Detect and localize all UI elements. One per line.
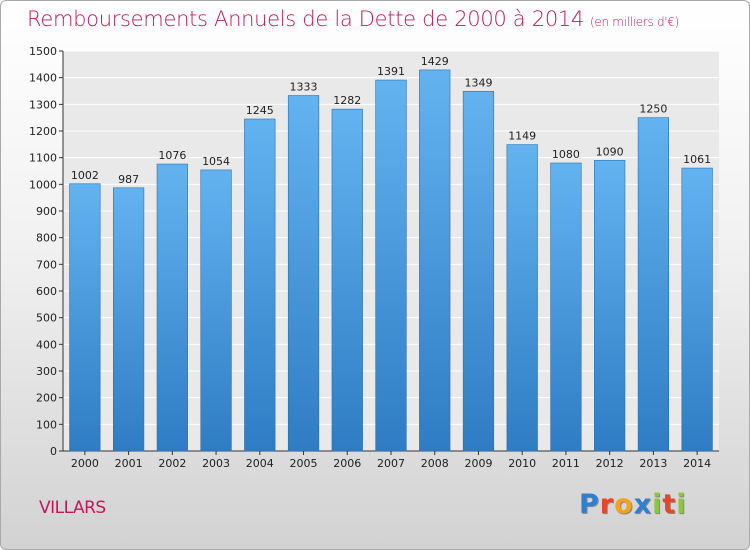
x-tick-label-2002: 2002 xyxy=(158,457,186,470)
bar-2006 xyxy=(331,108,363,452)
logo-letter: P xyxy=(579,489,600,520)
x-tick-label-2013: 2013 xyxy=(639,457,667,470)
y-tick-label: 500 xyxy=(36,312,57,325)
value-label-2009: 1349 xyxy=(464,76,492,89)
bar-2014 xyxy=(681,167,713,452)
bar-2010 xyxy=(506,144,538,452)
bar-2002 xyxy=(156,163,188,452)
y-tick-label: 300 xyxy=(36,365,57,378)
x-tick-label-2003: 2003 xyxy=(202,457,230,470)
x-tick-label-2006: 2006 xyxy=(333,457,361,470)
y-tick-label: 1100 xyxy=(29,152,57,165)
bar-2004 xyxy=(244,118,276,452)
bar-2011 xyxy=(550,162,582,452)
value-label-2010: 1149 xyxy=(508,130,536,143)
bar-2000 xyxy=(69,183,101,452)
logo-letter: x xyxy=(633,489,653,520)
x-tick-label-2004: 2004 xyxy=(246,457,274,470)
bar-2009 xyxy=(462,90,495,452)
logo-letter: i xyxy=(652,489,663,520)
bar-2005 xyxy=(287,95,320,452)
y-tick-label: 700 xyxy=(36,258,57,271)
bar-2013 xyxy=(637,117,670,452)
value-label-2003: 1054 xyxy=(202,155,230,168)
x-tick-label-2007: 2007 xyxy=(377,457,405,470)
y-tick-label: 0 xyxy=(50,445,57,458)
value-label-2002: 1076 xyxy=(158,149,186,162)
value-label-2004: 1245 xyxy=(246,104,274,117)
y-tick-label: 400 xyxy=(36,338,57,351)
x-tick-label-2008: 2008 xyxy=(421,457,449,470)
x-tick-label-2014: 2014 xyxy=(683,457,711,470)
logo-letter: o xyxy=(614,489,634,520)
value-label-2012: 1090 xyxy=(596,145,624,158)
chart-title: Remboursements Annuels de la Dette de 20… xyxy=(27,7,679,31)
value-label-2013: 1250 xyxy=(639,103,667,116)
y-tick-label: 1000 xyxy=(29,178,57,191)
bar-2003 xyxy=(200,169,232,452)
y-tick-label: 600 xyxy=(36,285,57,298)
value-label-2008: 1429 xyxy=(421,55,449,68)
bar-2012 xyxy=(594,160,626,452)
bar-2008 xyxy=(419,69,451,452)
chart-subtitle: (en milliers d'€) xyxy=(590,15,680,29)
value-label-2007: 1391 xyxy=(377,65,405,78)
logo-letter: i xyxy=(676,489,687,520)
y-tick-label: 200 xyxy=(36,392,57,405)
value-label-2014: 1061 xyxy=(683,153,711,166)
bar-2001 xyxy=(112,187,145,452)
x-tick-label-2000: 2000 xyxy=(71,457,99,470)
y-tick-label: 100 xyxy=(36,418,57,431)
value-label-2001: 987 xyxy=(118,173,139,186)
x-tick-label-2011: 2011 xyxy=(552,457,580,470)
x-tick-label-2005: 2005 xyxy=(290,457,318,470)
x-tick-label-2001: 2001 xyxy=(115,457,143,470)
value-label-2006: 1282 xyxy=(333,94,361,107)
x-tick-label-2010: 2010 xyxy=(508,457,536,470)
value-label-2000: 1002 xyxy=(71,169,99,182)
value-label-2011: 1080 xyxy=(552,148,580,161)
chart-title-text: Remboursements Annuels de la Dette de 20… xyxy=(27,7,584,31)
logo-letter: r xyxy=(599,489,615,520)
y-tick-label: 1300 xyxy=(29,98,57,111)
y-tick-label: 1200 xyxy=(29,125,57,138)
value-label-2005: 1333 xyxy=(290,81,318,94)
logo-letter: t xyxy=(662,489,677,520)
bar-2007 xyxy=(375,79,407,452)
y-tick-label: 800 xyxy=(36,232,57,245)
proxiti-logo: Proxiti xyxy=(579,489,689,525)
x-tick-label-2009: 2009 xyxy=(464,457,492,470)
y-tick-label: 900 xyxy=(36,205,57,218)
y-tick-label: 1400 xyxy=(29,72,57,85)
x-tick-label-2012: 2012 xyxy=(596,457,624,470)
y-tick-label: 1500 xyxy=(29,45,57,58)
commune-name: VILLARS xyxy=(39,498,106,518)
